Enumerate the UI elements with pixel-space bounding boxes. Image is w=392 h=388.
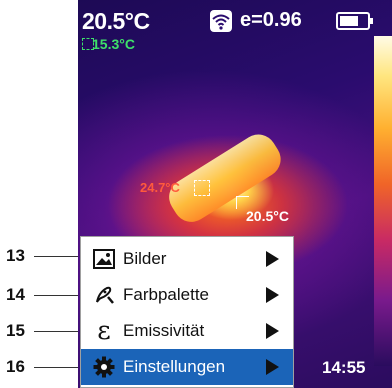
- chevron-right-icon: [266, 323, 279, 339]
- callout-14: 14: [0, 285, 80, 305]
- emissivity-icon: ε: [97, 316, 111, 346]
- palette-icon: [91, 282, 117, 308]
- chevron-right-icon: [266, 359, 279, 375]
- min-temperature: 15.3°C: [92, 36, 135, 52]
- chevron-right-icon: [266, 287, 279, 303]
- menu-item-label: Emissivität: [123, 321, 205, 340]
- callout-15: 15: [0, 321, 80, 341]
- min-temperature-marker: [82, 38, 94, 50]
- menu-item-label: Bilder: [123, 249, 167, 268]
- callout-line: [34, 295, 78, 296]
- menu-item-label: Einstellungen: [123, 357, 226, 376]
- battery-icon: [336, 12, 373, 30]
- wifi-icon: [210, 10, 232, 32]
- menu-item-emissivitaet[interactable]: ε Emissivität: [81, 313, 293, 349]
- spot-marker: [236, 196, 249, 209]
- main-menu: Bilder Farbpalette ε Emissivität: [80, 236, 294, 388]
- gear-icon: [91, 354, 117, 380]
- callout-13: 13: [0, 246, 80, 266]
- menu-item-einstellungen[interactable]: Einstellungen: [81, 349, 293, 385]
- callout-number: 15: [6, 321, 25, 340]
- callout-number: 13: [6, 246, 25, 265]
- callout-number: 14: [6, 285, 25, 304]
- max-temperature: 20.5°C: [82, 8, 150, 34]
- menu-item-label: Farbpalette: [123, 285, 209, 304]
- cursor-temperature: 24.7°C: [140, 180, 180, 195]
- emissivity-value: e=0.96: [240, 9, 302, 31]
- battery-level: [340, 16, 358, 26]
- callout-number: 16: [6, 357, 25, 376]
- spot-temperature: 20.5°C: [246, 208, 289, 224]
- clock-time: 14:55: [322, 358, 366, 377]
- cursor-crosshair: [194, 180, 210, 196]
- menu-item-farbpalette[interactable]: Farbpalette: [81, 277, 293, 313]
- callout-16: 16: [0, 357, 80, 377]
- image-icon: [91, 246, 117, 272]
- callout-line: [34, 367, 78, 368]
- chevron-right-icon: [266, 251, 279, 267]
- callout-line: [34, 331, 78, 332]
- callout-line: [34, 256, 78, 257]
- color-scale-bar: [374, 36, 392, 366]
- menu-item-bilder[interactable]: Bilder: [81, 241, 293, 277]
